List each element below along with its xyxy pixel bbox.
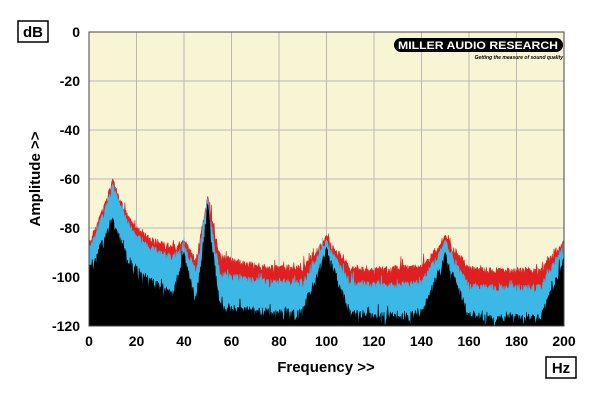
x-tick-label: 160 bbox=[457, 333, 481, 349]
y-unit-box: dB bbox=[17, 20, 49, 43]
y-tick-label: -120 bbox=[52, 318, 80, 334]
series-layer bbox=[88, 178, 565, 327]
x-tick-label: 80 bbox=[271, 333, 287, 349]
logo-tagline: Getting the measure of sound quality bbox=[475, 55, 564, 61]
y-tick-label: -60 bbox=[60, 171, 80, 187]
y-axis-title: Amplitude >> bbox=[27, 131, 44, 226]
x-tick-label: 140 bbox=[410, 333, 434, 349]
x-tick-label: 180 bbox=[505, 333, 529, 349]
y-tick-label: -80 bbox=[60, 220, 80, 236]
x-tick-label: 120 bbox=[362, 333, 386, 349]
y-tick-label: 0 bbox=[72, 24, 80, 40]
x-tick-label: 0 bbox=[85, 333, 93, 349]
brand-logo: MILLER AUDIO RESEARCH Getting the measur… bbox=[394, 38, 563, 61]
y-unit-label: dB bbox=[23, 24, 43, 41]
y-tick-label: -40 bbox=[60, 122, 80, 138]
x-tick-label: 40 bbox=[176, 333, 192, 349]
series-area-2 bbox=[88, 203, 565, 327]
x-axis-title: Frequency >> bbox=[277, 359, 375, 376]
x-tick-label: 200 bbox=[552, 333, 576, 349]
logo-name: MILLER AUDIO RESEARCH bbox=[398, 40, 558, 52]
x-tick-label: 20 bbox=[129, 333, 145, 349]
x-tick-label: 100 bbox=[315, 333, 339, 349]
x-unit-box: Hz bbox=[545, 356, 577, 379]
y-tick-labels: 0 -20 -40 -60 -80 -100 -120 bbox=[52, 24, 80, 334]
x-tick-label: 60 bbox=[224, 333, 240, 349]
y-tick-label: -20 bbox=[60, 73, 80, 89]
x-tick-labels: 0 20 40 60 80 100 120 140 160 180 200 bbox=[85, 333, 576, 349]
y-tick-label: -100 bbox=[52, 269, 80, 285]
x-unit-label: Hz bbox=[552, 360, 570, 377]
plot-frame bbox=[88, 31, 565, 327]
